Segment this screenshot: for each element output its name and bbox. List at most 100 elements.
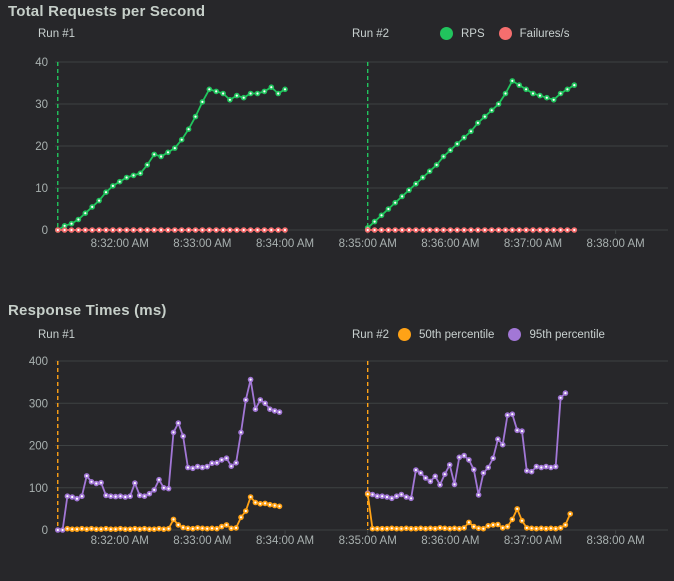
series-95th-percentile-run1[interactable]: [55, 376, 283, 533]
data-point-marker-center: [129, 528, 132, 531]
series-50th-percentile-run2[interactable]: [364, 491, 573, 532]
data-point-marker-center: [187, 128, 190, 131]
legend-item-rps[interactable]: RPS: [440, 27, 485, 40]
x-tick-label: 8:34:00 AM: [256, 535, 314, 547]
data-point-marker-center: [414, 182, 417, 185]
data-point-marker-center: [525, 526, 528, 529]
data-point-marker-center: [366, 493, 369, 496]
data-point-marker-center: [173, 147, 176, 150]
data-point-marker-center: [371, 493, 374, 496]
legend-item-50th-percentile[interactable]: 50th percentile: [398, 328, 494, 341]
data-point-marker-center: [249, 228, 252, 232]
series-line: [67, 495, 280, 531]
data-point-marker-center: [504, 92, 507, 95]
data-point-marker-center: [91, 205, 94, 208]
data-point-marker-center: [518, 228, 521, 232]
data-point-marker-center: [501, 443, 504, 446]
series-failures-s-run2[interactable]: [364, 227, 578, 233]
data-point-marker-center: [273, 409, 276, 412]
data-point-marker-center: [380, 228, 383, 232]
y-tick-label: 0: [42, 525, 48, 537]
data-point-marker-center: [559, 92, 562, 95]
data-point-marker-center: [220, 525, 223, 528]
data-point-marker-center: [95, 482, 98, 485]
y-tick-label: 100: [29, 483, 48, 495]
data-point-marker-center: [132, 228, 135, 232]
series-rps-run2[interactable]: [364, 78, 578, 231]
data-point-marker-center: [139, 228, 142, 232]
data-point-marker-center: [111, 184, 114, 187]
data-point-marker-center: [104, 228, 108, 232]
data-point-marker-center: [458, 527, 461, 530]
data-point-marker-center: [277, 228, 280, 232]
data-point-marker-center: [390, 497, 393, 500]
data-point-marker-center: [497, 228, 500, 232]
data-point-marker-center: [84, 212, 87, 215]
data-point-marker-center: [387, 207, 390, 211]
data-point-marker-center: [442, 228, 445, 232]
data-point-marker-center: [228, 228, 231, 232]
x-tick-label: 8:38:00 AM: [587, 238, 645, 250]
data-point-marker-center: [133, 482, 136, 485]
rps-run2-annotation: Run #2: [352, 28, 390, 40]
data-point-marker-center: [146, 163, 149, 166]
series-failures-s-run1[interactable]: [55, 227, 288, 233]
data-point-marker-center: [487, 466, 490, 469]
data-point-marker-center: [100, 481, 103, 484]
data-point-marker-center: [215, 90, 218, 93]
data-point-marker-center: [186, 527, 189, 530]
data-point-marker-center: [535, 527, 538, 530]
data-point-marker-center: [119, 527, 122, 530]
data-point-marker-center: [157, 527, 161, 530]
data-point-marker-center: [549, 527, 553, 530]
data-point-marker-center: [496, 438, 499, 441]
data-point-marker-center: [449, 228, 452, 232]
data-point-marker-center: [525, 469, 528, 472]
legend-item-failures[interactable]: Failures/s: [498, 27, 570, 40]
data-point-marker-center: [222, 228, 225, 232]
data-point-marker-center: [132, 174, 135, 177]
data-point-marker-center: [187, 228, 190, 232]
data-point-marker-center: [531, 92, 535, 95]
rps-chart-legend: RPS Failures/s: [440, 27, 570, 40]
data-point-marker-center: [373, 228, 376, 232]
data-point-marker-center: [90, 527, 93, 530]
data-point-marker-center: [530, 470, 533, 473]
series-line: [367, 79, 575, 229]
data-point-marker-center: [371, 527, 374, 530]
data-point-marker-center: [434, 475, 437, 478]
data-point-marker-center: [160, 155, 163, 158]
data-point-marker-center: [208, 88, 211, 91]
series-50th-percentile-run1[interactable]: [64, 494, 283, 532]
data-point-marker-center: [435, 163, 438, 166]
data-point-marker-center: [104, 191, 108, 194]
y-tick-label: 400: [29, 356, 48, 368]
data-point-marker-center: [545, 465, 548, 468]
data-point-marker-center: [85, 474, 88, 477]
x-tick-label: 8:33:00 AM: [173, 238, 231, 250]
x-tick-label: 8:37:00 AM: [504, 535, 562, 547]
data-point-marker-center: [538, 228, 542, 232]
series-95th-percentile-run2[interactable]: [364, 390, 569, 502]
y-tick-label: 300: [29, 398, 48, 410]
data-point-marker-center: [385, 527, 389, 530]
data-point-marker-center: [410, 497, 413, 500]
data-point-marker-center: [84, 228, 87, 232]
legend-item-95th-percentile[interactable]: 95th percentile: [508, 328, 605, 341]
data-point-marker-center: [172, 518, 175, 521]
data-point-marker-center: [249, 92, 252, 95]
data-point-marker-center: [77, 218, 80, 221]
data-point-marker-center: [540, 466, 543, 469]
series-rps-run1[interactable]: [55, 84, 288, 233]
data-point-marker-center: [61, 528, 64, 532]
response-times-chart-canvas[interactable]: 0 100 200 300 400 8:32:00 AM 8:33:00 AM 8:34:00…: [0, 348, 674, 560]
data-point-marker-center: [442, 155, 445, 158]
response-run2-annotation: Run #2: [352, 329, 390, 341]
rps-chart-canvas[interactable]: 0 10 20 30 40 8:32:00 AM 8:33:00 AM 8:34:00 AM 8…: [0, 50, 674, 256]
data-point-marker-center: [552, 98, 555, 101]
response-times-legend: 50th percentile 95th percentile: [398, 328, 605, 341]
data-point-marker-center: [228, 98, 231, 101]
data-point-marker-center: [477, 493, 480, 496]
x-tick-label: 8:32:00 AM: [91, 535, 149, 547]
data-point-marker-center: [283, 228, 287, 232]
